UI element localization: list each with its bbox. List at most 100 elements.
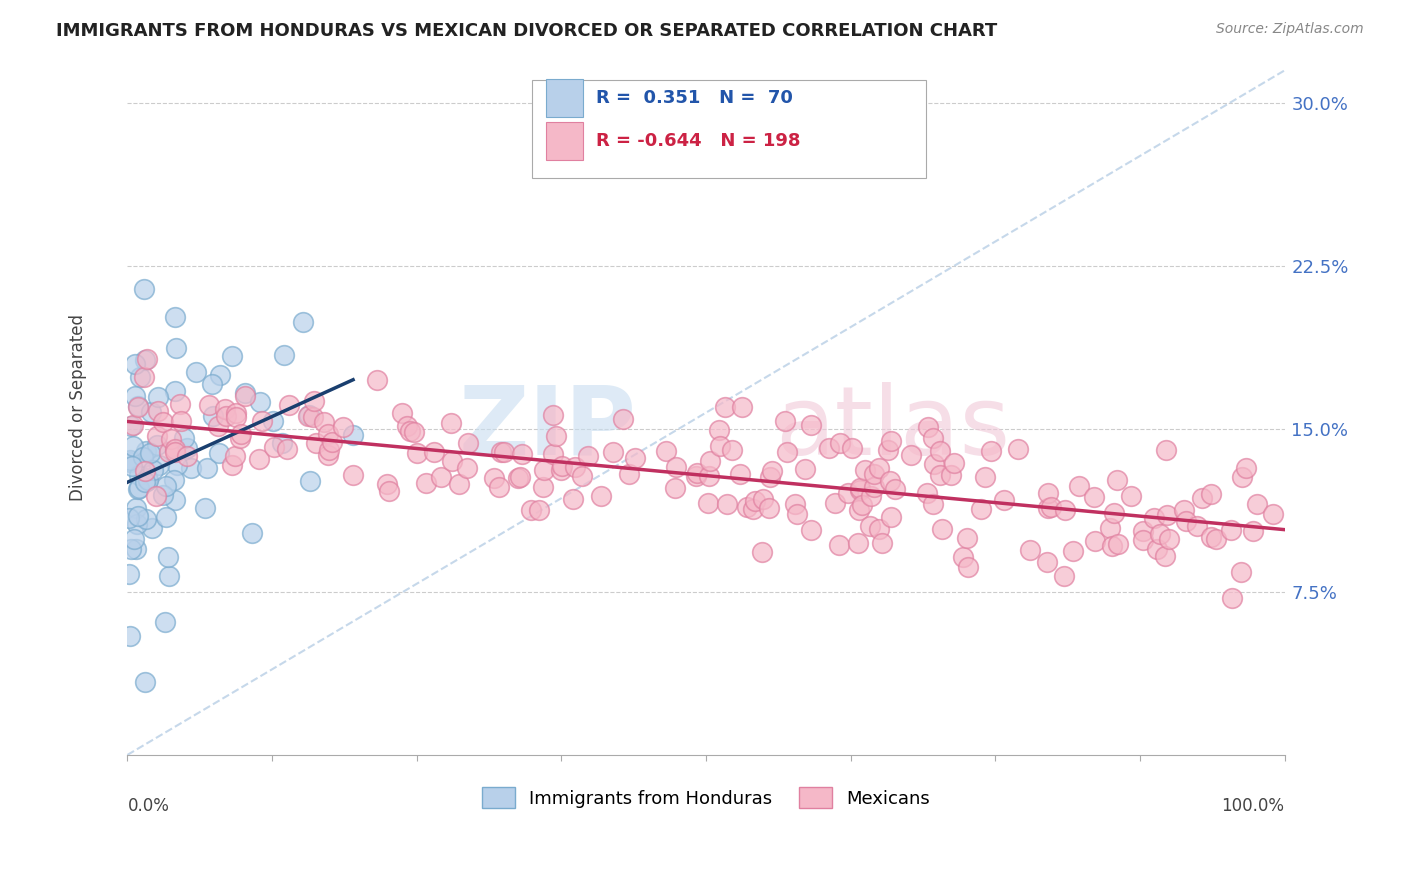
Point [761, 464, 783, 478]
Point [508, 471, 530, 485]
Point [880, 434, 903, 448]
Point [564, 459, 586, 474]
Point [482, 471, 505, 485]
Point [207, 418, 229, 433]
Point [312, 415, 335, 429]
Point [429, 470, 451, 484]
Point [169, 414, 191, 428]
Point [1220, 524, 1243, 538]
Point [1018, 543, 1040, 558]
Point [602, 445, 624, 459]
Point [157, 549, 180, 564]
Point [135, 443, 157, 458]
Point [375, 476, 398, 491]
Point [321, 435, 343, 450]
Point [868, 461, 890, 475]
Point [1220, 591, 1243, 605]
Point [716, 497, 738, 511]
Point [1084, 533, 1107, 548]
Point [1232, 469, 1254, 483]
Point [132, 450, 155, 465]
Point [298, 409, 321, 423]
Point [229, 426, 252, 441]
Point [124, 357, 146, 371]
Point [533, 463, 555, 477]
Point [1132, 533, 1154, 548]
Point [118, 629, 141, 643]
Point [447, 476, 470, 491]
Point [849, 483, 872, 497]
Point [709, 439, 731, 453]
Point [848, 503, 870, 517]
Point [1062, 544, 1084, 558]
Point [1175, 514, 1198, 528]
Point [737, 500, 759, 515]
Point [233, 386, 256, 401]
Point [619, 467, 641, 482]
Point [1149, 526, 1171, 541]
Point [406, 446, 429, 460]
Point [297, 409, 319, 423]
Point [993, 492, 1015, 507]
Point [316, 449, 339, 463]
Point [378, 483, 401, 498]
Point [751, 545, 773, 559]
Point [163, 445, 186, 459]
Point [128, 370, 150, 384]
Point [1154, 549, 1177, 563]
Point [943, 456, 966, 470]
Point [342, 467, 364, 482]
Point [752, 492, 775, 507]
Point [1038, 486, 1060, 500]
Point [544, 429, 567, 443]
Point [304, 393, 326, 408]
Text: 100.0%: 100.0% [1222, 797, 1285, 814]
Point [1156, 508, 1178, 522]
Point [824, 496, 846, 510]
Point [159, 432, 181, 446]
Point [163, 310, 186, 324]
Point [396, 418, 419, 433]
Point [166, 458, 188, 472]
Point [612, 412, 634, 426]
Point [155, 479, 177, 493]
Point [728, 467, 751, 481]
Point [1230, 566, 1253, 580]
Point [783, 497, 806, 511]
Point [215, 409, 238, 423]
Point [1173, 503, 1195, 517]
Point [869, 522, 891, 536]
Point [915, 486, 938, 500]
Point [921, 497, 943, 511]
Point [541, 447, 564, 461]
FancyBboxPatch shape [533, 80, 925, 178]
Point [402, 425, 425, 439]
Point [134, 353, 156, 368]
Point [973, 469, 995, 483]
Point [173, 431, 195, 445]
Point [233, 389, 256, 403]
Point [550, 463, 572, 477]
Point [457, 436, 479, 450]
Point [846, 535, 869, 549]
Point [121, 459, 143, 474]
Point [176, 450, 198, 464]
Point [176, 442, 198, 456]
Point [624, 450, 647, 465]
Point [146, 404, 169, 418]
Point [529, 502, 551, 516]
Point [120, 542, 142, 557]
Point [853, 463, 876, 477]
Point [305, 436, 328, 450]
Point [423, 444, 446, 458]
Point [786, 508, 808, 522]
Point [509, 470, 531, 484]
Point [571, 469, 593, 483]
Point [165, 492, 187, 507]
Point [1053, 569, 1076, 583]
Point [859, 519, 882, 533]
Point [157, 568, 180, 582]
Point [132, 282, 155, 296]
Point [134, 674, 156, 689]
FancyBboxPatch shape [547, 79, 583, 118]
